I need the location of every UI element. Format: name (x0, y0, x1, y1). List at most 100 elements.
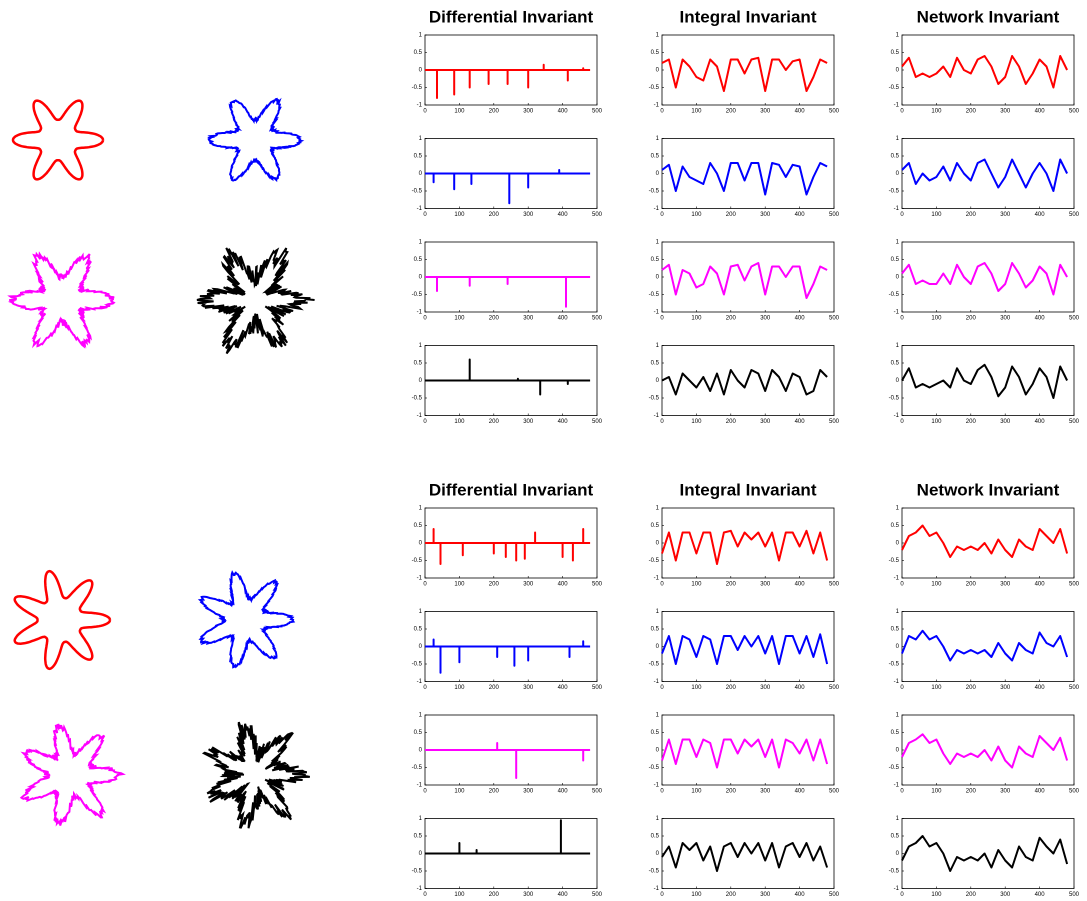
y-tick-label: 0.5 (891, 154, 900, 160)
shape-outline (11, 99, 105, 181)
x-tick-label: 0 (660, 419, 664, 425)
x-tick-label: 100 (691, 789, 702, 795)
x-tick-label: 200 (489, 316, 500, 322)
data-line (425, 819, 591, 855)
shape-outline (201, 721, 310, 829)
y-tick-label: -1 (894, 413, 900, 419)
x-tick-label: 200 (726, 892, 737, 898)
y-tick-label: -0.5 (412, 662, 423, 668)
y-tick-label: 1 (419, 136, 423, 142)
y-tick-label: 0.5 (651, 834, 660, 840)
x-tick-label: 200 (966, 316, 977, 322)
y-tick-label: 0.5 (891, 361, 900, 367)
y-tick-label: 0 (896, 378, 900, 384)
chart-title: Differential Invariant (429, 7, 594, 26)
data-line (661, 842, 829, 872)
x-tick-label: 300 (1000, 109, 1011, 115)
x-tick-label: 400 (1035, 419, 1046, 425)
shape-outline (196, 247, 315, 355)
x-tick-label: 0 (660, 789, 664, 795)
x-tick-label: 100 (454, 316, 465, 322)
y-tick-label: 0.5 (891, 523, 900, 529)
y-tick-label: -0.5 (412, 396, 423, 402)
y-tick-label: 0.5 (891, 834, 900, 840)
x-tick-label: 300 (1000, 892, 1011, 898)
y-tick-label: 1 (896, 240, 900, 246)
x-tick-label: 100 (931, 892, 942, 898)
y-tick-label: 0 (896, 68, 900, 74)
x-tick-label: 500 (1069, 212, 1080, 218)
data-line (425, 528, 591, 565)
x-tick-label: 500 (1069, 419, 1080, 425)
x-tick-label: 400 (1035, 109, 1046, 115)
shape-outline (19, 723, 126, 827)
x-tick-label: 300 (1000, 419, 1011, 425)
x-tick-label: 500 (829, 212, 840, 218)
x-tick-label: 500 (1069, 685, 1080, 691)
x-tick-label: 300 (760, 212, 771, 218)
x-tick-label: 400 (558, 109, 569, 115)
x-tick-label: 100 (931, 212, 942, 218)
data-line (901, 262, 1068, 296)
x-tick-label: 500 (592, 419, 603, 425)
y-tick-label: 0.5 (651, 257, 660, 263)
y-tick-label: -0.5 (649, 765, 660, 771)
y-tick-label: 1 (656, 240, 660, 246)
x-tick-label: 0 (900, 582, 904, 588)
y-tick-label: 0.5 (414, 627, 423, 633)
y-tick-label: -1 (654, 310, 660, 316)
x-tick-label: 300 (760, 419, 771, 425)
data-line (901, 835, 1069, 872)
y-tick-label: 0.5 (414, 50, 423, 56)
x-tick-label: 300 (523, 892, 534, 898)
y-tick-label: 1 (419, 240, 423, 246)
y-tick-label: -1 (654, 783, 660, 789)
x-tick-label: 0 (660, 685, 664, 691)
y-tick-label: 0 (896, 851, 900, 857)
x-tick-label: 300 (1000, 582, 1011, 588)
y-tick-label: -0.5 (412, 765, 423, 771)
y-tick-label: 0 (896, 748, 900, 754)
x-tick-label: 0 (900, 419, 904, 425)
x-tick-label: 200 (726, 316, 737, 322)
x-tick-label: 300 (760, 685, 771, 691)
x-tick-label: 400 (558, 789, 569, 795)
data-line (661, 262, 828, 299)
x-tick-label: 100 (454, 109, 465, 115)
x-tick-label: 300 (523, 582, 534, 588)
y-tick-label: -1 (654, 103, 660, 109)
y-tick-label: 0 (656, 748, 660, 754)
y-tick-label: 0 (419, 541, 423, 547)
x-tick-label: 100 (931, 316, 942, 322)
x-tick-label: 400 (795, 789, 806, 795)
x-tick-label: 200 (726, 109, 737, 115)
y-tick-label: 0.5 (651, 627, 660, 633)
shape-outline (13, 569, 112, 671)
y-tick-label: 0 (656, 275, 660, 281)
y-tick-label: 1 (896, 33, 900, 39)
data-line (661, 369, 828, 396)
x-tick-label: 300 (1000, 789, 1011, 795)
y-tick-label: 0 (896, 541, 900, 547)
x-tick-label: 200 (489, 685, 500, 691)
data-line (901, 363, 1068, 399)
chart-title: Network Invariant (917, 480, 1060, 499)
y-tick-label: -1 (894, 206, 900, 212)
x-tick-label: 500 (1069, 582, 1080, 588)
plot-frame (901, 611, 1075, 682)
y-tick-label: 1 (419, 609, 423, 615)
x-tick-label: 200 (489, 109, 500, 115)
x-tick-label: 300 (523, 109, 534, 115)
x-tick-label: 500 (829, 582, 840, 588)
y-tick-label: 1 (419, 816, 423, 822)
y-tick-label: 1 (419, 506, 423, 512)
y-tick-label: 0.5 (414, 361, 423, 367)
x-tick-label: 0 (660, 316, 664, 322)
x-tick-label: 500 (829, 109, 840, 115)
y-tick-label: -1 (417, 886, 423, 892)
y-tick-label: 0.5 (414, 730, 423, 736)
x-tick-label: 500 (829, 419, 840, 425)
x-tick-label: 500 (1069, 109, 1080, 115)
y-tick-label: 1 (896, 136, 900, 142)
x-tick-label: 500 (592, 109, 603, 115)
